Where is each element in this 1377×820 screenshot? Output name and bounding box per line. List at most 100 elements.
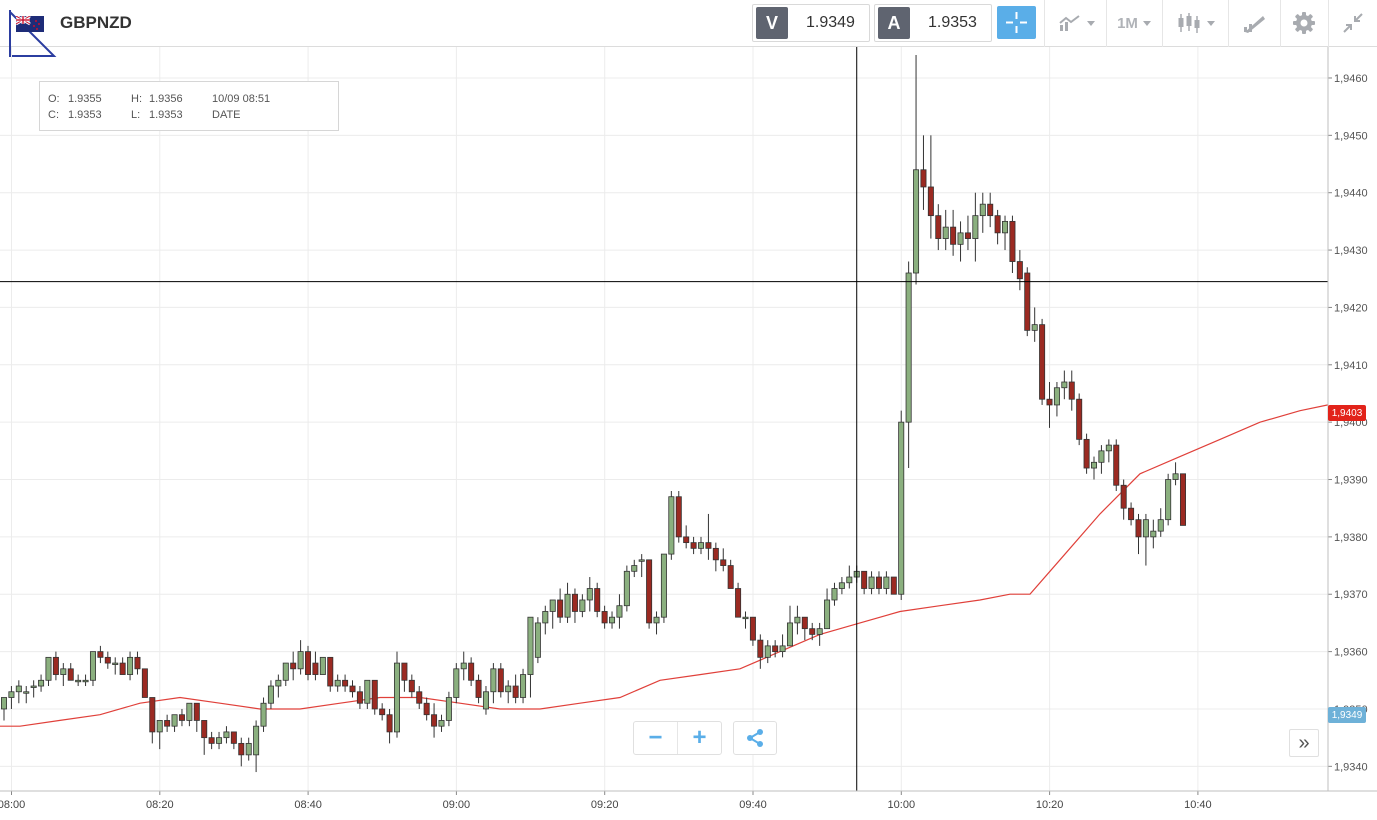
candle-up [1053, 382, 1060, 417]
zoom-in-button[interactable]: + [677, 722, 721, 754]
candle-body [171, 714, 178, 727]
candle-down [935, 204, 942, 251]
y-tick-label: 1,9360 [1334, 647, 1368, 659]
candle-down [230, 731, 237, 750]
candle-up [883, 571, 890, 595]
chart-area[interactable]: 1,93401,93501,93601,93701,93801,93901,94… [0, 47, 1377, 820]
zoom-out-button[interactable]: − [648, 724, 663, 751]
candle-body [134, 656, 141, 670]
candle-down [201, 720, 208, 755]
sell-label: V [756, 7, 788, 39]
candle-body [705, 542, 712, 549]
candle-up [1105, 439, 1112, 463]
open-label: O: [48, 93, 60, 105]
candle-style-button[interactable] [1168, 6, 1222, 40]
drawing-tools-button[interactable] [1232, 6, 1276, 40]
candle-down [386, 708, 393, 744]
low-value: 1.9353 [149, 109, 183, 121]
candle-body [1046, 398, 1053, 406]
candle-down [1076, 393, 1083, 446]
candle-down [890, 576, 897, 595]
candle-body [1120, 484, 1127, 509]
candle-down [141, 668, 148, 698]
candle-body [386, 714, 393, 733]
candle-up [1002, 215, 1009, 251]
x-tick-label: 08:20 [146, 799, 174, 811]
candle-down [475, 674, 482, 704]
candle-down [1068, 370, 1075, 411]
candle-body [193, 702, 200, 721]
instrument-symbol[interactable]: GBPNZD [60, 13, 132, 32]
candle-down [920, 135, 927, 210]
corner-logo-icon [9, 10, 57, 57]
candle-down [987, 192, 994, 228]
chart-type-button[interactable] [1050, 6, 1102, 40]
candle-up [216, 731, 223, 750]
price-chart[interactable]: 1,93401,93501,93601,93701,93801,93901,94… [0, 47, 1377, 820]
candle-body [890, 576, 897, 595]
candle-body [431, 714, 438, 727]
candle-up [334, 674, 341, 692]
candle-body [824, 599, 831, 630]
y-tick-label: 1,9370 [1334, 589, 1368, 601]
candle-up [89, 651, 96, 687]
candle-body [571, 593, 578, 612]
candle-up [579, 594, 586, 618]
crosshair-icon [1006, 12, 1027, 33]
candle-up [1031, 307, 1038, 342]
collapse-button[interactable] [1332, 6, 1374, 40]
candle-body [779, 645, 786, 653]
candle-body [186, 702, 193, 721]
candle-body [772, 645, 779, 653]
candle-up [668, 490, 675, 560]
candle-up [245, 737, 252, 761]
candle-body [238, 742, 245, 756]
candle-down [1039, 318, 1046, 405]
candle-up [972, 192, 979, 262]
settings-icon [1293, 12, 1315, 34]
sell-price-button[interactable]: V 1.9349 [752, 4, 870, 42]
settings-button[interactable] [1284, 6, 1324, 40]
candle-up [586, 577, 593, 612]
y-tick-label: 1,9440 [1334, 188, 1368, 200]
candle-body [964, 232, 971, 239]
candle-up [15, 680, 22, 704]
candle-up [623, 565, 630, 612]
candle-body [505, 685, 512, 693]
candle-body [319, 656, 326, 675]
candle-down [757, 634, 764, 669]
drawing-tools-icon [1244, 16, 1265, 33]
share-button[interactable] [733, 721, 777, 755]
candle-body [601, 611, 608, 624]
grid [0, 47, 1328, 791]
candle-down [238, 737, 245, 767]
ohlc-info-box: O: 1.9355 H: 1.9356 10/09 08:51 C: 1.935… [39, 81, 339, 131]
candle-up [1091, 456, 1098, 480]
candle-body [653, 616, 660, 624]
candle-down [861, 570, 868, 595]
candle-down [705, 513, 712, 560]
candle-up [445, 691, 452, 727]
candle-body [201, 720, 208, 739]
candle-up [942, 209, 949, 251]
candle-body [609, 616, 616, 624]
y-tick-label: 1,9430 [1334, 245, 1368, 257]
crosshair-button[interactable] [997, 6, 1036, 39]
candle-down [423, 697, 430, 721]
scroll-to-latest-button[interactable]: » [1289, 729, 1319, 757]
candle-down [964, 215, 971, 251]
x-tick-label: 08:00 [0, 799, 25, 811]
candle-up [23, 686, 30, 704]
date-label: DATE [212, 109, 241, 121]
candle-body [475, 679, 482, 698]
candle-up [1157, 508, 1164, 537]
candle-body [149, 697, 156, 733]
candle-body [987, 203, 994, 217]
candle-body [623, 570, 630, 607]
candle-body [594, 588, 601, 612]
timeframe-button[interactable]: 1M [1110, 6, 1158, 40]
candle-body [371, 679, 378, 710]
buy-price-button[interactable]: A 1.9353 [874, 4, 992, 42]
candle-body [45, 656, 52, 681]
candle-body [349, 685, 356, 693]
